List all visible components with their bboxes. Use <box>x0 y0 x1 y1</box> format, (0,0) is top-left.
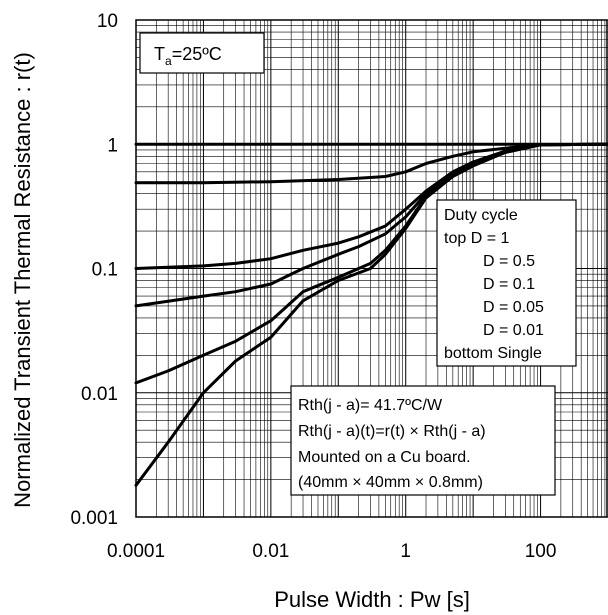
x-tick-label: 0.01 <box>252 541 289 562</box>
ambient-prefix: T <box>154 44 165 64</box>
series-line-single <box>134 142 608 487</box>
legend-frame <box>436 199 577 367</box>
legend-entry-single: bottom Single <box>444 345 542 362</box>
note-frame <box>290 385 556 496</box>
note-mounting: Mounted on a Cu board. <box>298 449 471 466</box>
series-group <box>134 142 608 487</box>
y-tick-label: 1 <box>107 135 118 156</box>
ambient-subscript: a <box>165 54 172 68</box>
y-axis-title: Normalized Transient Thermal Resistance … <box>10 52 35 508</box>
ambient-temperature-box: Ta=25ºC <box>139 32 265 74</box>
ambient-box-frame <box>139 32 265 74</box>
tick-labels: 0.0001 0.01 1 100 10 1 0.1 0.01 0.001 <box>70 11 556 562</box>
x-tick-label: 100 <box>525 541 557 562</box>
y-tick-label: 0.1 <box>92 260 118 281</box>
legend-box: Duty cycle top D = 1 D = 0.5 D = 0.1 D =… <box>436 199 577 367</box>
y-tick-label: 0.01 <box>81 384 118 405</box>
x-tick-label: 1 <box>400 541 411 562</box>
note-board-size: (40mm × 40mm × 0.8mm) <box>298 474 483 491</box>
note-rth: Rth(j - a)= 41.7ºC/W <box>298 397 443 414</box>
series-line-d-0-5 <box>134 142 608 185</box>
ambient-suffix: =25ºC <box>172 44 222 64</box>
legend-entry-d005: D = 0.05 <box>483 299 544 316</box>
x-axis-title: Pulse Width : Pw [s] <box>274 587 470 612</box>
legend-entry-d1: top D = 1 <box>444 230 509 247</box>
note-formula: Rth(j - a)(t)=r(t) × Rth(j - a) <box>298 423 486 440</box>
legend-title: Duty cycle <box>444 207 518 224</box>
y-tick-label: 10 <box>97 11 118 32</box>
y-tick-label: 0.001 <box>70 508 118 529</box>
legend-entry-d01: D = 0.1 <box>483 276 535 293</box>
thermal-note-box: Rth(j - a)= 41.7ºC/W Rth(j - a)(t)=r(t) … <box>290 385 556 496</box>
legend-entry-d05: D = 0.5 <box>483 253 535 270</box>
ambient-label: Ta=25ºC <box>154 44 222 68</box>
legend-entry-d001: D = 0.01 <box>483 322 544 339</box>
x-tick-label: 0.0001 <box>107 541 165 562</box>
